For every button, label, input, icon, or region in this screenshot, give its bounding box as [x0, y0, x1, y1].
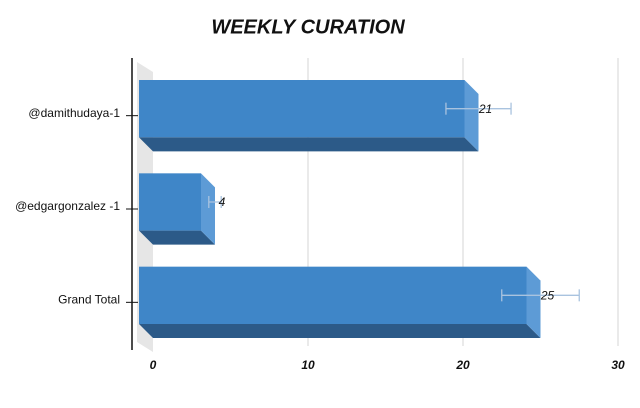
chart-title: WEEKLY CURATION — [211, 16, 405, 38]
x-tick-label: 0 — [150, 358, 157, 372]
y-tick-label: @damithudaya-1 — [28, 106, 120, 120]
bar-bottom — [139, 324, 541, 338]
bar-front — [139, 80, 465, 138]
x-tick-label: 30 — [611, 358, 625, 372]
bar — [139, 80, 479, 152]
y-tick-label: Grand Total — [58, 293, 120, 307]
value-label: 25 — [540, 289, 555, 303]
bar-front — [139, 266, 527, 324]
y-tick-label: @edgargonzalez -1 — [15, 199, 120, 213]
error-bar — [208, 196, 222, 208]
bar — [139, 266, 541, 338]
bar-bottom — [139, 137, 479, 152]
bar-side — [201, 173, 215, 245]
bar-bottom — [139, 230, 215, 245]
bar — [139, 173, 215, 245]
x-tick-label: 10 — [301, 358, 315, 372]
value-label: 4 — [219, 195, 226, 209]
bar-side — [526, 266, 541, 338]
bar-front — [139, 173, 201, 231]
error-bar — [501, 289, 580, 302]
x-tick-label: 20 — [455, 358, 470, 372]
value-label: 21 — [478, 102, 492, 116]
error-bar — [445, 102, 512, 115]
bar-side — [464, 80, 479, 152]
